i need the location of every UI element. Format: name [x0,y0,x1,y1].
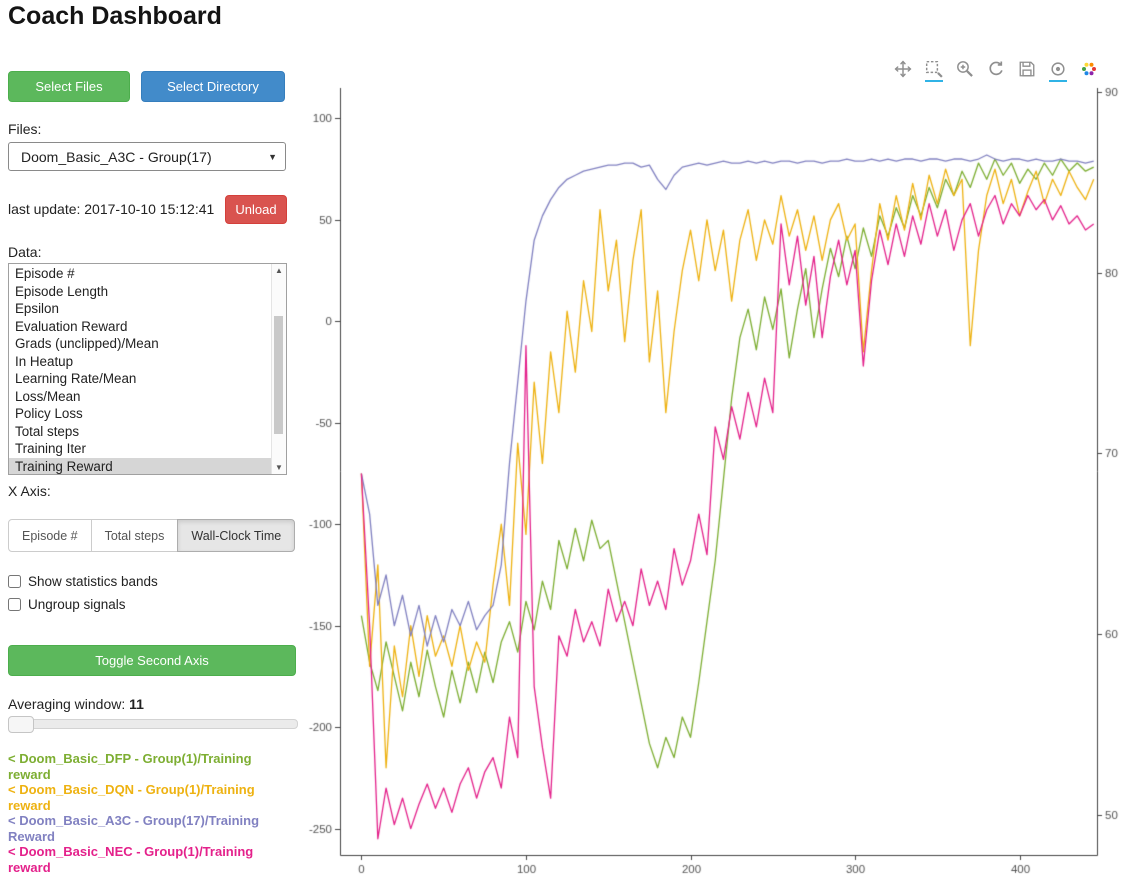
legend-entry[interactable]: < Doom_Basic_NEC - Group(1)/Training rew… [8,844,254,875]
toggle-second-axis-button[interactable]: Toggle Second Axis [8,645,296,676]
unload-button[interactable]: Unload [225,195,287,224]
training-reward-chart[interactable] [300,52,1142,881]
slider-handle[interactable] [8,716,34,733]
page-title: Coach Dashboard [8,2,222,30]
select-directory-button[interactable]: Select Directory [141,71,285,102]
box-zoom-icon[interactable] [925,60,943,82]
files-dropdown[interactable]: Doom_Basic_A3C - Group(17) ▼ [8,142,286,171]
scroll-down-icon[interactable]: ▼ [275,463,283,472]
select-files-button[interactable]: Select Files [8,71,130,102]
data-list-item[interactable]: Learning Rate/Mean [15,371,137,386]
scrollbar-thumb[interactable] [274,316,283,434]
save-icon[interactable] [1018,60,1036,78]
ungroup-signals-checkbox-row[interactable]: Ungroup signals [8,597,126,612]
bokeh-logo-icon[interactable] [1080,60,1098,78]
files-label: Files: [8,121,42,137]
data-list-item[interactable]: Loss/Mean [15,388,81,404]
reset-icon[interactable] [987,60,1005,78]
data-list-item[interactable]: Episode # [15,266,75,281]
listbox-scrollbar[interactable]: ▲ ▼ [271,264,286,474]
pan-icon[interactable] [894,60,912,78]
chevron-down-icon: ▼ [268,152,277,162]
legend-entry[interactable]: < Doom_Basic_A3C - Group(17)/Training Re… [8,813,260,844]
data-list-item[interactable]: In Heatup [15,353,74,369]
averaging-window-label: Averaging window: [8,696,126,712]
legend-entry[interactable]: < Doom_Basic_DQN - Group(1)/Training rew… [8,782,255,813]
scroll-up-icon[interactable]: ▲ [275,266,283,275]
show-statistics-bands-checkbox-row[interactable]: Show statistics bands [8,574,158,589]
data-list-item[interactable]: Episode Length [15,283,109,299]
data-list-item[interactable]: Training Reward [9,457,272,474]
x-axis-label: X Axis: [8,483,51,499]
wheel-zoom-icon[interactable] [956,60,974,78]
x-axis-option-total-steps[interactable]: Total steps [90,519,179,552]
x-axis-button-group: Episode # Total steps Wall-Clock Time [8,519,296,552]
data-list-item[interactable]: Total steps [15,423,80,439]
last-update-text: last update: 2017-10-10 15:12:41 [8,201,215,217]
x-axis-option-episode-[interactable]: Episode # [8,519,92,552]
data-listbox[interactable]: Episode # Episode Length Epsilon Evaluation… [8,263,287,475]
legend: < Doom_Basic_DFP - Group(1)/Training rew… [8,751,280,875]
ungroup-signals-checkbox[interactable] [8,598,21,611]
data-list-item[interactable]: Grads (unclipped)/Mean [15,336,159,351]
data-list-item[interactable]: Training Iter [15,441,86,456]
chart-toolbar [894,60,1098,82]
show-statistics-bands-label: Show statistics bands [28,574,158,589]
data-list-item[interactable]: Policy Loss [15,406,83,421]
data-list-item[interactable]: Epsilon [15,301,59,316]
averaging-window-slider[interactable] [8,716,298,733]
averaging-window-row: Averaging window: 11 [8,696,144,712]
legend-entry[interactable]: < Doom_Basic_DFP - Group(1)/Training rew… [8,751,252,782]
x-axis-option-wall-clock-time[interactable]: Wall-Clock Time [177,519,296,552]
files-dropdown-value: Doom_Basic_A3C - Group(17) [21,148,212,165]
data-label: Data: [8,244,42,260]
chart-panel [300,52,1142,881]
ungroup-signals-label: Ungroup signals [28,597,126,612]
averaging-window-value: 11 [129,696,144,712]
data-list-item[interactable]: Evaluation Reward [15,318,128,334]
hover-icon[interactable] [1049,60,1067,82]
show-statistics-bands-checkbox[interactable] [8,575,21,588]
